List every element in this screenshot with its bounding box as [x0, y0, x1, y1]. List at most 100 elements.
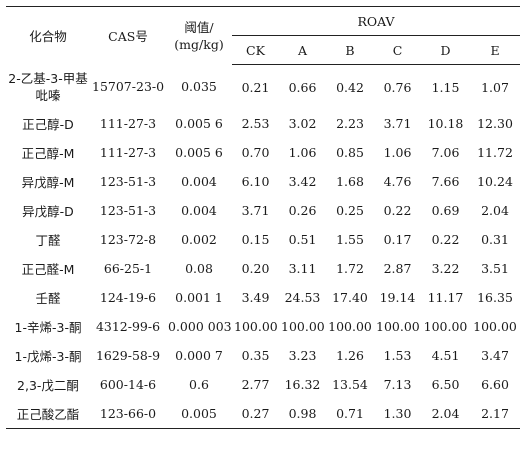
cell-roav-e: 3.47	[481, 348, 509, 363]
cell-cas: 1629-58-9	[95, 348, 161, 363]
cell-roav-d: 2.04	[421, 399, 470, 429]
table-row: 异戊醇-M 123-51-3 0.004 6.10 3.42 1.68 4.76 7.66 10…	[6, 167, 520, 196]
cell-threshold: 0.004	[181, 174, 217, 189]
cell-threshold: 0.002	[181, 232, 217, 247]
cell-roav-a: 0.26	[288, 203, 317, 218]
cell-roav-c: 0.76	[383, 79, 412, 95]
cell-roav-b: 1.68	[336, 174, 364, 189]
cell-roav-ck: 2.77	[241, 377, 270, 392]
cell-cas: 123-51-3	[99, 174, 157, 189]
cell-compound: 2-乙基-3-甲基吡嗪	[8, 70, 88, 103]
cell-roav-ck: 6.10	[241, 174, 270, 189]
cell-cas: 66-25-1	[103, 261, 153, 276]
table-row: 2,3-戊二酮 600-14-6 0.6 2.77 16.32 13.54 7.13 6.50…	[6, 370, 520, 399]
cell-roav-ck: 0.20	[241, 261, 270, 276]
cell-compound: 正己醇-M	[21, 146, 75, 161]
cell-roav-d: 3.22	[431, 261, 460, 276]
header-compound: 化合物	[6, 6, 90, 65]
table-row: 1-辛烯-3-酮 4312-99-6 0.000 003 100.00 100.00 10…	[6, 312, 520, 341]
cell-compound: 正己醛-M	[21, 262, 75, 277]
cell-cas: 600-14-6	[99, 377, 157, 392]
cell-roav-ck: 0.70	[241, 145, 270, 160]
cell-roav-b: 0.71	[326, 399, 374, 429]
cell-cas: 15707-23-0	[92, 79, 165, 95]
cell-roav-b: 0.85	[336, 145, 364, 160]
cell-cas: 111-27-3	[99, 116, 157, 131]
cell-threshold: 0.000 003	[168, 319, 232, 334]
cell-roav-b: 13.54	[332, 377, 368, 392]
header-threshold-label: 阈值/	[184, 19, 214, 35]
cell-threshold: 0.005	[166, 399, 232, 429]
cell-roav-b: 1.72	[336, 261, 364, 276]
cell-roav-a: 0.51	[288, 232, 317, 247]
cell-threshold: 0.004	[181, 203, 217, 218]
cell-roav-ck: 3.49	[241, 290, 270, 305]
header-group-b: B	[326, 35, 374, 65]
cell-roav-d: 1.15	[431, 79, 460, 95]
cell-roav-d: 7.06	[431, 145, 460, 160]
table-row: 正己醇-D 111-27-3 0.005 6 2.53 3.02 2.23 3.71 10.1…	[6, 109, 520, 138]
cell-roav-e: 11.72	[477, 145, 513, 160]
cell-threshold: 0.000 7	[175, 348, 223, 363]
header-threshold-unit: (mg/kg)	[174, 36, 224, 52]
header-row-2: CK A B C D E	[6, 35, 521, 65]
cell-roav-c: 3.71	[383, 116, 412, 131]
cell-roav-ck: 0.27	[232, 399, 279, 429]
cell-roav-e: 0.31	[481, 232, 509, 247]
cell-roav-e: 6.60	[481, 377, 509, 392]
cell-roav-b: 1.55	[336, 232, 364, 247]
cell-roav-e: 10.24	[477, 174, 513, 189]
header-group-c: C	[374, 35, 421, 65]
cell-compound: 丁醛	[35, 233, 61, 248]
cell-roav-a: 3.11	[288, 261, 317, 276]
cell-roav-ck: 0.35	[241, 348, 270, 363]
header-row-1: 化合物 CAS号 阈值/ (mg/kg) ROAV	[6, 6, 521, 65]
cell-threshold: 0.035	[181, 79, 217, 95]
cell-roav-c: 2.87	[383, 261, 412, 276]
cell-compound: 2,3-戊二酮	[17, 378, 79, 393]
table-row: 丁醛 123-72-8 0.002 0.15 0.51 1.55 0.17 0.22 0.31	[6, 225, 520, 254]
table-row: 正己醛-M 66-25-1 0.08 0.20 3.11 1.72 2.87 3.22 3.51	[6, 254, 520, 283]
cell-roav-c: 19.14	[379, 290, 416, 305]
table-body: 2-乙基-3-甲基吡嗪 15707-23-0 0.035 0.21 0.66 0.42 0.…	[6, 65, 521, 429]
cell-roav-d: 6.50	[431, 377, 460, 392]
cell-roav-ck: 0.21	[241, 79, 270, 95]
cell-roav-b: 0.42	[336, 79, 364, 95]
cell-roav-d: 4.51	[431, 348, 460, 363]
cell-threshold: 0.08	[185, 261, 213, 276]
header-group-ck: CK	[232, 35, 279, 65]
cell-cas: 123-72-8	[99, 232, 157, 247]
cell-roav-a: 16.32	[284, 377, 321, 392]
cell-compound: 异戊醇-M	[21, 175, 75, 190]
cell-roav-e: 3.51	[481, 261, 509, 276]
cell-cas: 123-51-3	[99, 203, 157, 218]
header-group-d: D	[421, 35, 470, 65]
table-row: 异戊醇-D 123-51-3 0.004 3.71 0.26 0.25 0.22 0.69 2.…	[6, 196, 520, 225]
cell-compound: 异戊醇-D	[22, 204, 74, 219]
table-row: 正己酸乙酯 123-66-0 0.005 0.27 0.98 0.71 1.30 2.04 2.…	[6, 399, 521, 429]
header-threshold: 阈值/ (mg/kg)	[166, 6, 232, 65]
header-cas: CAS号	[90, 6, 166, 65]
cell-threshold: 0.005 6	[175, 116, 223, 131]
cell-compound: 正己醇-D	[22, 117, 74, 132]
cell-roav-ck: 0.15	[241, 232, 270, 247]
cell-roav-a: 100.00	[281, 319, 325, 334]
cell-roav-ck: 2.53	[241, 116, 270, 131]
cell-cas: 123-66-0	[90, 399, 166, 429]
cell-roav-b: 0.25	[336, 203, 364, 218]
cell-roav-a: 3.42	[288, 174, 317, 189]
cell-roav-d: 0.22	[431, 232, 460, 247]
cell-compound: 1-辛烯-3-酮	[14, 320, 82, 335]
cell-roav-e: 2.17	[470, 399, 521, 429]
cell-roav-b: 2.23	[336, 116, 364, 131]
cell-roav-e: 16.35	[477, 290, 513, 305]
cell-roav-e: 100.00	[473, 319, 517, 334]
header-cas-label: CAS号	[108, 29, 148, 45]
roav-table: 化合物 CAS号 阈值/ (mg/kg) ROAV CK A B C D E 2-乙基-3…	[6, 6, 521, 429]
header-roav: ROAV	[232, 6, 521, 36]
cell-roav-d: 100.00	[423, 319, 468, 334]
header-group-e: E	[470, 35, 521, 65]
cell-cas: 111-27-3	[99, 145, 157, 160]
cell-cas: 4312-99-6	[95, 319, 161, 334]
cell-roav-d: 7.66	[431, 174, 460, 189]
